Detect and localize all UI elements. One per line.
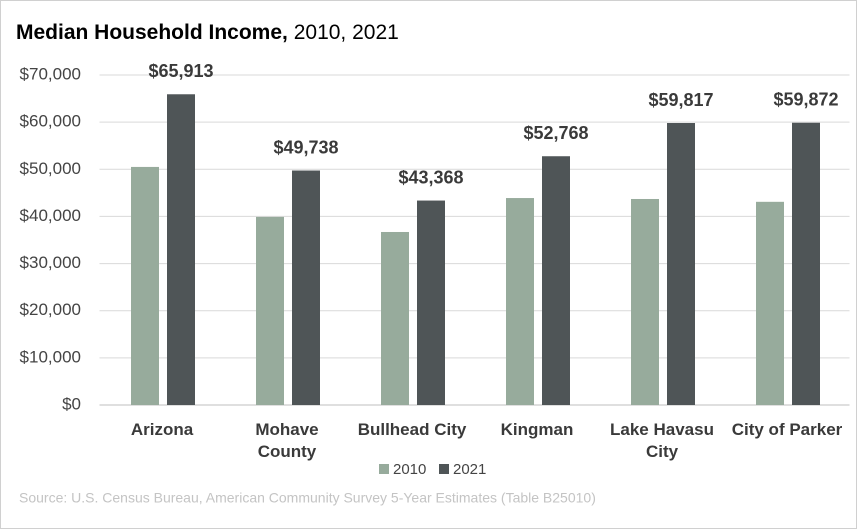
bar [131,166,159,405]
bar [792,122,820,406]
bar [506,198,534,405]
source-note: Source: U.S. Census Bureau, American Com… [19,490,596,506]
data-label: $43,368 [398,167,463,187]
legend-swatch [379,464,389,474]
bar [756,201,784,405]
bar [667,123,695,406]
y-tick-label: $40,000 [20,206,81,225]
x-tick-label: Kingman [500,420,574,439]
y-tick-label: $70,000 [20,64,81,83]
legend-label: 2021 [453,461,486,478]
data-label: $59,872 [773,89,838,109]
data-label: $52,768 [523,123,588,143]
bar [292,170,320,405]
x-tick-label: Bullhead City [357,420,467,439]
legend-label: 2010 [393,461,426,478]
title-main: Median Household Income, [16,21,288,44]
legend-swatch [439,464,449,474]
x-tick-label: Lake Havasu City [610,420,714,461]
bar [167,94,195,406]
y-tick-label: $10,000 [20,347,81,366]
bar [417,200,445,405]
bar [631,198,659,405]
x-tick-label: City of Parker [731,420,843,439]
y-tick-label: $60,000 [20,112,81,131]
x-tick-label: Mohave County [255,420,319,461]
title-years: 2010, 2021 [294,21,399,44]
bar [542,156,570,405]
chart-title: Median Household Income, 2010, 2021 [16,21,399,44]
data-label: $49,738 [273,137,338,157]
y-tick-label: $50,000 [20,159,81,178]
bar [381,231,409,405]
data-label: $65,913 [148,61,213,81]
data-label: $59,817 [648,90,713,110]
y-tick-label: $20,000 [20,300,81,319]
x-tick-label: Arizona [130,420,194,439]
bar [256,216,284,405]
y-tick-label: $0 [62,394,81,413]
y-tick-label: $30,000 [20,253,81,272]
